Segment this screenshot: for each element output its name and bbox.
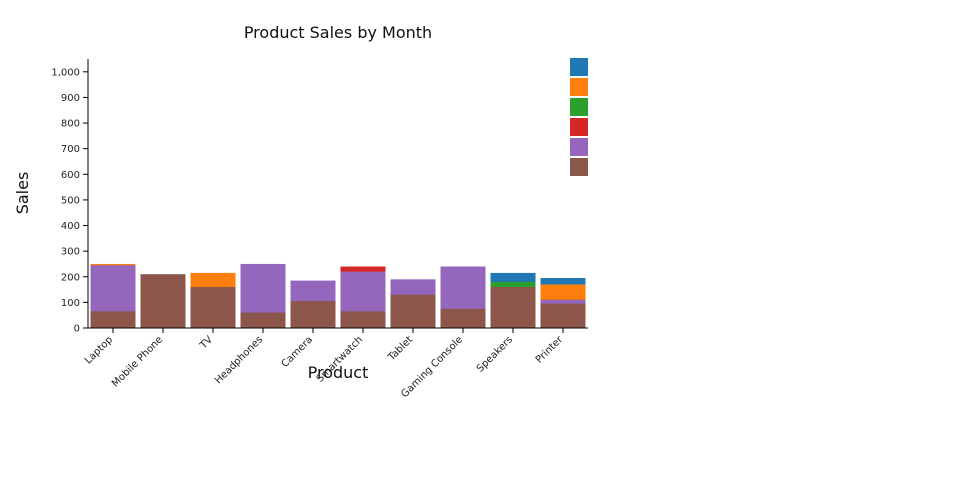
y-tick-label: 800 — [61, 119, 80, 130]
y-axis: 0 100 200 300 400 500 600 700 800 900 1,000 — [51, 59, 89, 335]
bar — [340, 311, 386, 328]
y-tick-label: 200 — [61, 272, 80, 283]
y-tick-label: 600 — [61, 170, 80, 181]
x-tick-label: Laptop — [83, 334, 115, 366]
y-tick-label: 100 — [61, 298, 80, 309]
x-axis-title: Product — [308, 363, 369, 382]
y-tick-label: 0 — [74, 324, 80, 335]
x-tick-label: Speakers — [475, 334, 515, 374]
legend-swatch — [570, 118, 588, 136]
y-tick-label: 1,000 — [51, 67, 80, 78]
bar — [440, 308, 486, 328]
bar — [190, 287, 236, 328]
y-tick-label: 400 — [61, 221, 80, 232]
legend — [570, 58, 588, 176]
y-tick-label: 900 — [61, 93, 80, 104]
y-tick-label: 300 — [61, 247, 80, 258]
x-tick-label: Tablet — [386, 334, 416, 364]
bar — [390, 294, 436, 328]
bar — [490, 287, 536, 328]
y-tick-label: 700 — [61, 144, 80, 155]
x-tick-label: TV — [197, 334, 215, 352]
bars-layer — [90, 263, 586, 328]
legend-swatch — [570, 78, 588, 96]
bar — [140, 274, 186, 328]
bar — [290, 301, 336, 328]
y-tick-label: 500 — [61, 195, 80, 206]
chart-title: Product Sales by Month — [244, 23, 432, 42]
bar — [90, 311, 136, 328]
legend-swatch — [570, 58, 588, 76]
bar — [240, 312, 286, 328]
legend-swatch — [570, 158, 588, 176]
x-tick-label: Printer — [534, 334, 566, 366]
y-axis-title: Sales — [13, 172, 32, 215]
legend-swatch — [570, 138, 588, 156]
legend-swatch — [570, 98, 588, 116]
x-tick-label: Headphones — [213, 334, 265, 386]
bar — [540, 303, 586, 328]
x-tick-label: Mobile Phone — [110, 334, 165, 389]
